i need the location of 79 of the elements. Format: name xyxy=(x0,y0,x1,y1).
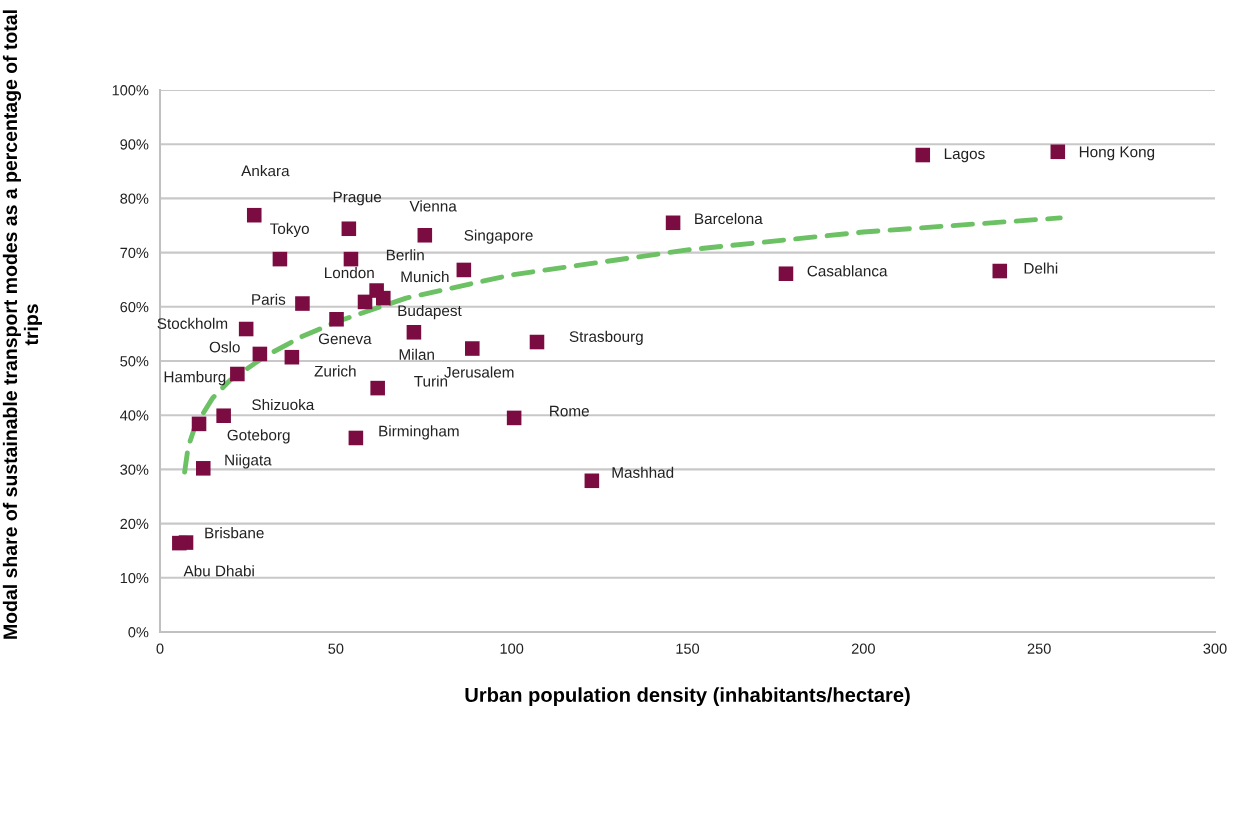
y-axis-title: Modal share of sustainable transport modes as a percentage of total trips xyxy=(2,10,42,639)
x-tick-label: 150 xyxy=(676,643,700,654)
point xyxy=(376,290,391,306)
x-tick-label: 0 xyxy=(156,643,164,654)
annotation: Mashhad xyxy=(612,466,674,478)
point xyxy=(456,262,472,278)
point xyxy=(246,207,262,223)
x-tick-label: 100 xyxy=(500,643,524,654)
y-tick-label: 10% xyxy=(120,572,149,584)
annotation: Milan xyxy=(399,348,434,360)
annotation: Abu Dhabi xyxy=(183,565,254,577)
y-tick-label: 30% xyxy=(120,464,149,475)
annotation: Singapore xyxy=(464,229,533,244)
annotation: Berlin xyxy=(386,249,424,261)
annotation: Budapest xyxy=(398,304,462,320)
annotation: London xyxy=(325,267,374,279)
annotation: Oslo xyxy=(209,341,240,353)
point xyxy=(584,473,600,489)
y-tick-label: 60% xyxy=(120,301,149,313)
annotation: Casablanca xyxy=(807,265,888,277)
point xyxy=(348,430,364,446)
annotation: Geneva xyxy=(318,333,372,345)
annotation: Shizuoka xyxy=(252,398,315,411)
annotation: Stockholm xyxy=(157,317,228,329)
point xyxy=(529,334,545,350)
x-tick-label: 250 xyxy=(1027,643,1051,654)
point xyxy=(216,408,231,424)
x-tick-label: 200 xyxy=(851,643,875,654)
annotation: Hong Kong xyxy=(1079,146,1155,161)
point xyxy=(343,251,359,267)
point xyxy=(195,461,211,476)
y-tick-label: 0% xyxy=(128,627,149,638)
y-tick-label: 40% xyxy=(120,410,149,421)
annotation: Hamburg xyxy=(164,371,226,386)
y-tick-label: 100% xyxy=(112,85,149,96)
point xyxy=(465,341,480,356)
point xyxy=(506,410,522,426)
y-tick-label: 90% xyxy=(120,139,149,150)
annotation: Vienna xyxy=(409,200,457,212)
annotation: Strasbourg xyxy=(569,330,643,345)
y-tick-label: 70% xyxy=(120,247,149,259)
point xyxy=(252,346,268,362)
annotation: Zurich xyxy=(314,365,356,377)
point xyxy=(230,366,245,382)
x-tick-label: 50 xyxy=(328,643,344,654)
y-tick-label: 50% xyxy=(120,356,149,367)
x-tick-label: 300 xyxy=(1203,643,1227,654)
point xyxy=(915,147,931,163)
point xyxy=(191,416,207,432)
annotation: Niigata xyxy=(225,454,272,469)
annotation: Delhi xyxy=(1024,262,1058,274)
point xyxy=(341,221,357,237)
point xyxy=(295,296,310,311)
point xyxy=(1050,144,1066,160)
point xyxy=(238,321,254,337)
annotation: Birmingham xyxy=(379,425,459,440)
annotation: Barcelona xyxy=(695,212,763,225)
point xyxy=(172,535,187,551)
point xyxy=(417,227,433,243)
point xyxy=(284,349,300,365)
annotation: Paris xyxy=(252,293,286,305)
annotation: Tokyo xyxy=(270,222,309,238)
annotation: Prague xyxy=(333,191,382,206)
point xyxy=(329,311,344,327)
annotation: Goteborg xyxy=(227,429,290,444)
point xyxy=(272,251,288,267)
annotation: Munich xyxy=(401,270,449,283)
point xyxy=(778,266,794,282)
annotation: Brisbane xyxy=(205,527,264,539)
point xyxy=(992,263,1008,279)
annotation: Rome xyxy=(550,405,589,417)
annotation: Ankara xyxy=(241,165,290,177)
y-tick-label: 80% xyxy=(120,193,149,204)
annotation: Lagos xyxy=(944,148,985,163)
point xyxy=(665,215,681,231)
x-axis-title: Urban population density (inhabitants/hectare) xyxy=(465,687,910,707)
point xyxy=(406,324,422,340)
point xyxy=(370,380,385,396)
y-tick-label: 20% xyxy=(120,518,149,530)
